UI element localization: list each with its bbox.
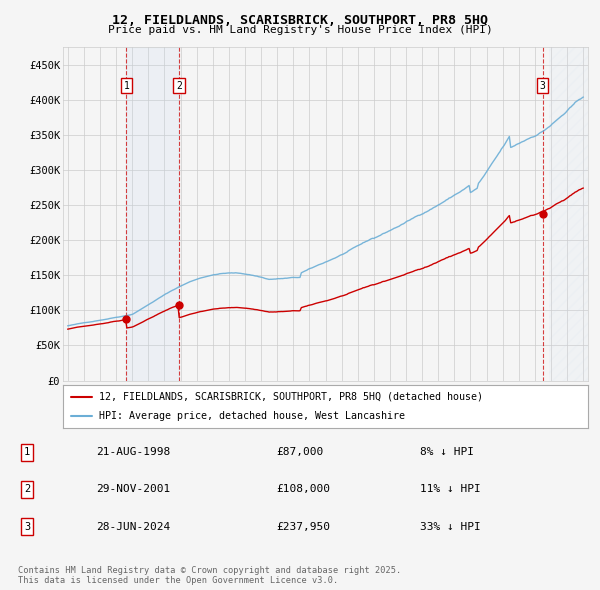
- Text: 1: 1: [124, 81, 130, 90]
- Text: £237,950: £237,950: [276, 522, 330, 532]
- Text: 1: 1: [24, 447, 30, 457]
- Bar: [127, 47, 179, 381]
- Text: 8% ↓ HPI: 8% ↓ HPI: [420, 447, 474, 457]
- Text: HPI: Average price, detached house, West Lancashire: HPI: Average price, detached house, West…: [98, 411, 404, 421]
- Text: 11% ↓ HPI: 11% ↓ HPI: [420, 484, 481, 494]
- Text: 33% ↓ HPI: 33% ↓ HPI: [420, 522, 481, 532]
- Text: 3: 3: [540, 81, 545, 90]
- Text: 3: 3: [24, 522, 30, 532]
- Text: £108,000: £108,000: [276, 484, 330, 494]
- Text: 12, FIELDLANDS, SCARISBRICK, SOUTHPORT, PR8 5HQ (detached house): 12, FIELDLANDS, SCARISBRICK, SOUTHPORT, …: [98, 392, 482, 402]
- Text: 12, FIELDLANDS, SCARISBRICK, SOUTHPORT, PR8 5HQ: 12, FIELDLANDS, SCARISBRICK, SOUTHPORT, …: [112, 14, 488, 27]
- Text: 21-AUG-1998: 21-AUG-1998: [96, 447, 170, 457]
- Text: £87,000: £87,000: [276, 447, 323, 457]
- Text: 2: 2: [176, 81, 182, 90]
- Text: 29-NOV-2001: 29-NOV-2001: [96, 484, 170, 494]
- Text: 2: 2: [24, 484, 30, 494]
- Text: Price paid vs. HM Land Registry's House Price Index (HPI): Price paid vs. HM Land Registry's House …: [107, 25, 493, 35]
- Text: 28-JUN-2024: 28-JUN-2024: [96, 522, 170, 532]
- Bar: [550, 47, 588, 381]
- Text: Contains HM Land Registry data © Crown copyright and database right 2025.
This d: Contains HM Land Registry data © Crown c…: [18, 566, 401, 585]
